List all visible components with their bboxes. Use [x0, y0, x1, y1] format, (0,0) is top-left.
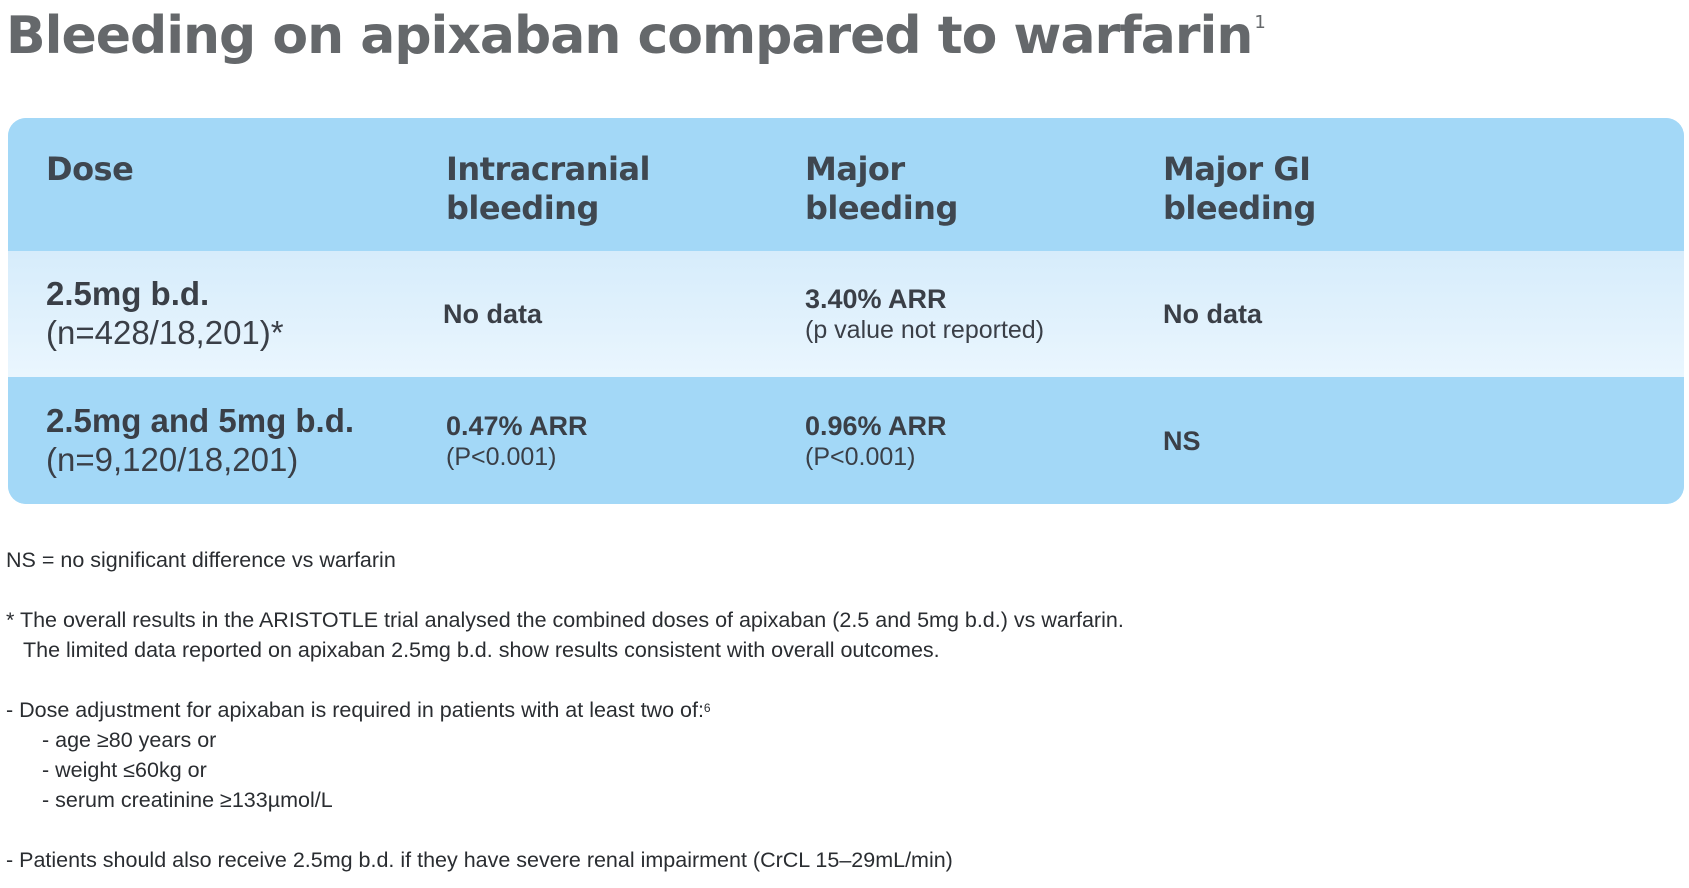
renal-impairment-note: - Patients should also receive 2.5mg b.d… [6, 848, 953, 872]
major-gi-cell: NS [1163, 377, 1563, 504]
bleeding-comparison-table: Dose Intracranial bleeding Major bleedin… [8, 118, 1684, 504]
major-note: (p value not reported) [805, 316, 1045, 344]
intracranial-cell: No data [443, 251, 793, 377]
dose-sub: (n=9,120/18,201) [46, 440, 299, 478]
header-intracranial-label: Intracranial bleeding [446, 150, 651, 227]
dose-sub: (n=428/18,201)* [46, 314, 284, 351]
intracranial-value: No data [443, 299, 543, 329]
major-gi-value: No data [1163, 299, 1263, 329]
dose-cell: 2.5mg b.d. (n=428/18,201)* [46, 251, 436, 377]
page-title: Bleeding on apixaban compared to warfari… [6, 6, 1266, 66]
major-cell: 3.40% ARR (p value not reported) [805, 251, 1155, 377]
intracranial-cell: 0.47% ARR (P<0.001) [446, 377, 796, 504]
asterisk-note-line-2: The limited data reported on apixaban 2.… [23, 638, 940, 662]
header-major-label: Major bleeding [805, 150, 958, 227]
asterisk-note-line-1: * The overall results in the ARISTOTLE t… [6, 608, 1124, 632]
criteria-age: - age ≥80 years or [42, 728, 217, 752]
header-dose-label: Dose [46, 150, 134, 188]
major-cell: 0.96% ARR (P<0.001) [805, 377, 1155, 504]
ns-definition: NS = no significant difference vs warfar… [6, 548, 396, 572]
major-gi-value: NS [1163, 425, 1201, 456]
table-row: 2.5mg b.d. (n=428/18,201)* No data 3.40%… [8, 251, 1684, 377]
criteria-creatinine: - serum creatinine ≥133µmol/L [42, 788, 333, 812]
dose-adjustment-reference: 6 [703, 701, 711, 715]
dose-main: 2.5mg and 5mg b.d. [46, 401, 355, 439]
major-value: 3.40% ARR [805, 284, 947, 314]
dose-adjustment-note: - Dose adjustment for apixaban is requir… [6, 695, 1124, 725]
title-text: Bleeding on apixaban compared to warfari… [6, 6, 1253, 66]
header-major: Major bleeding [805, 118, 1155, 251]
major-value: 0.96% ARR [805, 410, 947, 441]
footnotes: NS = no significant difference vs warfar… [6, 545, 1124, 875]
intracranial-note: (P<0.001) [446, 442, 557, 471]
dose-cell: 2.5mg and 5mg b.d. (n=9,120/18,201) [46, 377, 436, 504]
header-dose: Dose [46, 118, 436, 251]
dose-main: 2.5mg b.d. [46, 275, 210, 312]
title-reference: 1 [1254, 12, 1265, 33]
header-major-gi: Major GI bleeding [1163, 118, 1563, 251]
header-major-gi-label: Major GI bleeding [1163, 150, 1316, 227]
table-header-row: Dose Intracranial bleeding Major bleedin… [8, 118, 1684, 251]
table-row: 2.5mg and 5mg b.d. (n=9,120/18,201) 0.47… [8, 377, 1684, 504]
dose-adjustment-text: - Dose adjustment for apixaban is requir… [6, 698, 704, 722]
intracranial-value: 0.47% ARR [446, 410, 588, 441]
major-note: (P<0.001) [805, 442, 916, 471]
criteria-weight: - weight ≤60kg or [42, 758, 207, 782]
major-gi-cell: No data [1163, 251, 1563, 377]
header-intracranial: Intracranial bleeding [446, 118, 796, 251]
